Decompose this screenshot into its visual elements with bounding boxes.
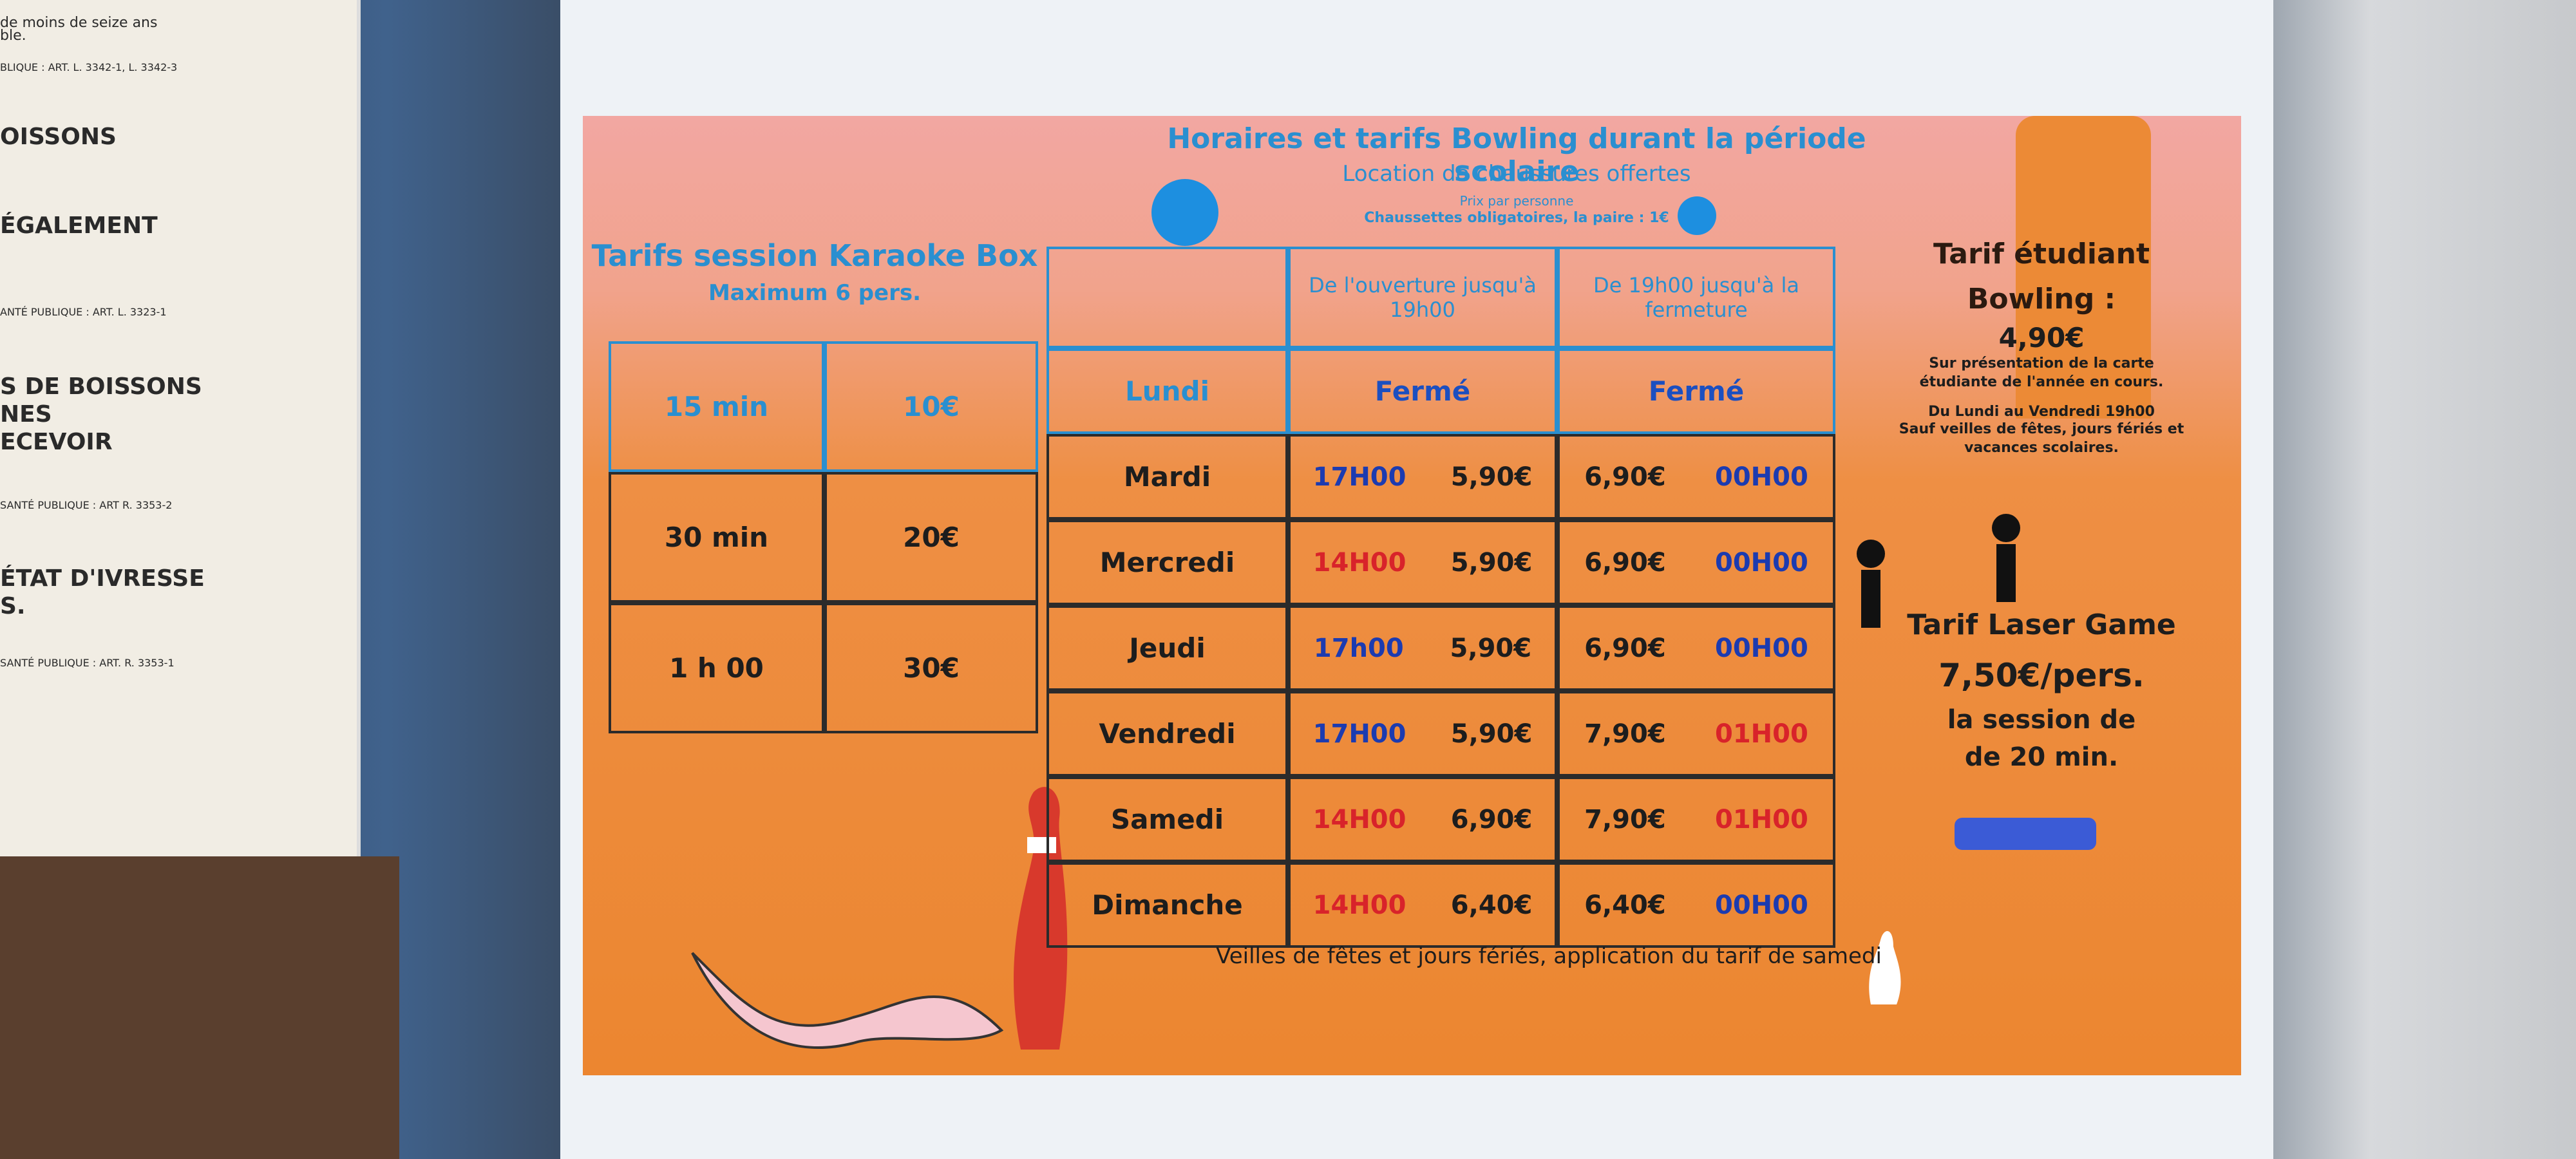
- karaoke-subtitle: Maximum 6 pers.: [708, 280, 922, 306]
- time: 00H00: [1715, 633, 1808, 663]
- column-header: De l'ouverture jusqu'à 19h00: [1288, 247, 1557, 348]
- price: 5,90€: [1450, 633, 1532, 663]
- player-icon: [1992, 514, 2020, 542]
- notice-line: S.: [0, 593, 26, 620]
- bowling-ball: [1151, 179, 1218, 246]
- notice-paper: [0, 0, 361, 856]
- time: 14H00: [1312, 890, 1406, 920]
- price: 6,40€: [1450, 890, 1533, 920]
- socks-note: Chaussettes obligatoires, la paire : 1€: [1364, 210, 1669, 226]
- column-header: De 19h00 jusqu'à la fermeture: [1557, 247, 1835, 348]
- pin-stripe: [1027, 837, 1056, 853]
- karaoke-cell: 30 min: [609, 472, 824, 603]
- student-line: Sauf veilles de fêtes, jours fériés et v…: [1899, 421, 2184, 456]
- decorations: [691, 179, 2096, 1050]
- day-cell: Mardi: [1046, 434, 1288, 520]
- day-cell: Vendredi: [1046, 691, 1288, 777]
- karaoke-title: Tarifs session Karaoke Box: [591, 238, 1038, 273]
- laser-title: Tarif Laser Game: [1907, 608, 2176, 641]
- time: 00H00: [1715, 547, 1808, 578]
- price: 6,40€: [1584, 890, 1666, 920]
- notice-line: NES: [0, 401, 52, 428]
- price: 6,90€: [1584, 633, 1666, 663]
- day-cell: Samedi: [1046, 777, 1288, 862]
- notice-line: ble.: [0, 27, 26, 44]
- student-title: Tarif étudiant Bowling :: [1933, 238, 2150, 316]
- hours-cell: 7,90€ 01H00: [1557, 691, 1835, 777]
- price: 6,90€: [1450, 804, 1533, 834]
- hours-cell: 17h00 5,90€: [1288, 605, 1557, 691]
- notice-line: ECEVOIR: [0, 429, 113, 456]
- table-corner: [1046, 247, 1288, 348]
- notice-line: S DE BOISSONS: [0, 373, 202, 400]
- karaoke-cell: 20€: [824, 472, 1038, 603]
- time: 01H00: [1715, 719, 1808, 749]
- poster: Horaires et tarifs Bowling durant la pér…: [583, 116, 2241, 1075]
- hours-cell: 17H00 5,90€: [1288, 434, 1557, 520]
- price: 5,90€: [1450, 719, 1533, 749]
- laser-gun: [1955, 818, 2096, 850]
- student-line: Du Lundi au Vendredi 19h00: [1928, 404, 2155, 420]
- price: 5,90€: [1450, 547, 1533, 578]
- notice-line: OISSONS: [0, 124, 117, 151]
- time: 17h00: [1313, 633, 1404, 663]
- time: 17H00: [1312, 462, 1406, 492]
- price: 5,90€: [1450, 462, 1533, 492]
- closed-cell: Fermé: [1557, 348, 1835, 434]
- notice-line: BLIQUE : ART. L. 3342-1, L. 3342-3: [0, 61, 178, 74]
- laser-price: 7,50€/pers.: [1938, 657, 2145, 694]
- player-icon: [1857, 540, 1885, 568]
- time: 00H00: [1715, 890, 1808, 920]
- notice-line: SANTÉ PUBLIQUE : ART R. 3353-2: [0, 499, 173, 512]
- time: 17H00: [1312, 719, 1406, 749]
- closed-cell: Fermé: [1288, 348, 1557, 434]
- day-cell: Jeudi: [1046, 605, 1288, 691]
- hours-cell: 6,90€ 00H00: [1557, 605, 1835, 691]
- price: 7,90€: [1584, 804, 1666, 834]
- bowling-ball-small: [1678, 196, 1716, 235]
- time: 01H00: [1715, 804, 1808, 834]
- hours-cell: 7,90€ 01H00: [1557, 777, 1835, 862]
- karaoke-cell: 30€: [824, 603, 1038, 733]
- day-cell: Lundi: [1046, 348, 1288, 434]
- tariff-note: Veilles de fêtes et jours fériés, applic…: [1216, 943, 1882, 969]
- price: 7,90€: [1584, 719, 1666, 749]
- karaoke-cell: 15 min: [609, 341, 824, 472]
- hours-cell: 6,90€ 00H00: [1557, 520, 1835, 605]
- student-price: 4,90€: [1998, 322, 2085, 353]
- time: 14H00: [1312, 804, 1406, 834]
- hours-cell: 14H00 6,90€: [1288, 777, 1557, 862]
- notice-line: SANTÉ PUBLIQUE : ART. R. 3353-1: [0, 657, 175, 670]
- per-person: Prix par personne: [1459, 193, 1574, 209]
- student-line: Sur présentation de la carte étudiante d…: [1919, 355, 2164, 390]
- hours-cell: 14H00 6,40€: [1288, 862, 1557, 948]
- poster-subtitle: Location de chaussures offertes: [1342, 161, 1691, 187]
- notice-line: ANTÉ PUBLIQUE : ART. L. 3323-1: [0, 306, 167, 319]
- laser-line: la session de: [1947, 705, 2136, 735]
- notice-line: ÉGALEMENT: [0, 212, 158, 240]
- hours-cell: 17H00 5,90€: [1288, 691, 1557, 777]
- laser-line: de 20 min.: [1964, 742, 2119, 772]
- price: 6,90€: [1584, 547, 1666, 578]
- poster-title: Horaires et tarifs Bowling durant la pér…: [1167, 122, 1866, 188]
- hours-cell: 6,90€ 00H00: [1557, 434, 1835, 520]
- karaoke-cell: 1 h 00: [609, 603, 824, 733]
- price: 6,90€: [1584, 462, 1666, 492]
- notice-line: de moins de seize ans: [0, 14, 158, 31]
- hours-cell: 14H00 5,90€: [1288, 520, 1557, 605]
- scarf-doodle: [691, 952, 1004, 1050]
- small-pin: [1869, 931, 1901, 1004]
- time: 00H00: [1715, 462, 1808, 492]
- day-cell: Mercredi: [1046, 520, 1288, 605]
- day-cell: Dimanche: [1046, 862, 1288, 948]
- karaoke-cell: 10€: [824, 341, 1038, 472]
- cork-board: [0, 856, 399, 1159]
- time: 14H00: [1312, 547, 1406, 578]
- notice-line: ÉTAT D'IVRESSE: [0, 565, 205, 592]
- orange-column: [2016, 116, 2151, 419]
- hours-cell: 6,40€ 00H00: [1557, 862, 1835, 948]
